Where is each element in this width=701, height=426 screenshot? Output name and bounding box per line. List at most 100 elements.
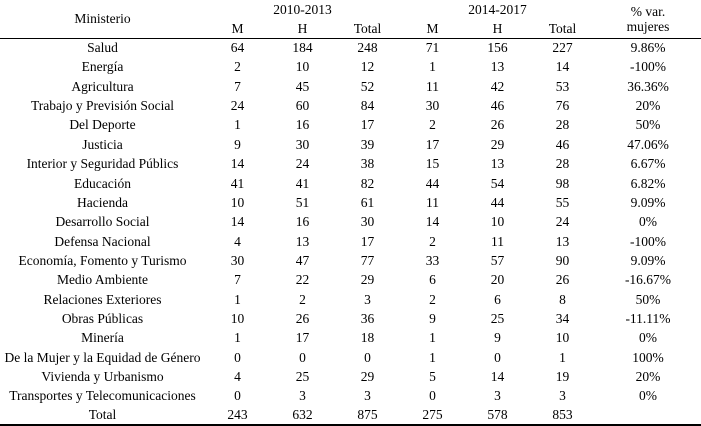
value-cell: 7 — [234, 272, 241, 288]
value-cell: 1 — [559, 349, 566, 365]
value-cell: 41 — [295, 175, 310, 191]
value-cell: 28 — [555, 156, 570, 172]
value-cell — [595, 406, 701, 425]
table-row: Del Deporte 1 16 17 2 26 28 50% — [0, 115, 701, 134]
value-cell: 46 — [555, 136, 570, 152]
header-row-sub: M H Total M H Total — [0, 19, 701, 38]
value-cell: 22 — [295, 272, 310, 288]
value-cell: 64 — [230, 40, 245, 56]
value-cell: 1 — [429, 59, 436, 75]
sub-header-total-2: Total — [548, 20, 577, 36]
value-cell: 2 — [429, 291, 436, 307]
pct-var-label-line1: % var. — [630, 3, 666, 19]
value-cell: 3 — [494, 388, 501, 404]
value-cell: 84 — [360, 98, 375, 114]
value-cell: 4 — [234, 233, 241, 249]
value-cell: 632 — [292, 407, 313, 423]
value-cell: 10 — [230, 310, 245, 326]
value-cell: -16.67% — [624, 272, 672, 288]
value-cell: 98 — [555, 175, 570, 191]
value-cell: 19 — [555, 368, 570, 384]
value-cell: 0 — [299, 349, 306, 365]
value-cell: 20 — [490, 272, 505, 288]
table-row: Total 243 632 875 275 578 853 — [0, 406, 701, 425]
ministry-name-cell: Hacienda — [77, 194, 128, 210]
value-cell: 30 — [360, 214, 375, 230]
col-group-2010-2013: 2010-2013 — [273, 1, 332, 17]
table-header: Ministerio 2010-2013 2014-2017 % var. mu… — [0, 0, 701, 38]
value-cell: 42 — [490, 78, 505, 94]
value-cell: 10 — [230, 194, 245, 210]
value-cell: 1 — [429, 330, 436, 346]
value-cell: 2 — [234, 59, 241, 75]
value-cell: 13 — [295, 233, 310, 249]
value-cell: 3 — [364, 291, 371, 307]
value-cell: 14 — [555, 59, 570, 75]
value-cell: 4 — [234, 368, 241, 384]
value-cell: 875 — [357, 407, 378, 423]
ministry-name-cell: Energía — [81, 59, 124, 75]
value-cell: 25 — [295, 368, 310, 384]
value-cell: 10 — [555, 330, 570, 346]
value-cell: 55 — [555, 194, 570, 210]
value-cell: 156 — [487, 40, 508, 56]
table-row: Educación 41 41 82 44 54 98 6.82% — [0, 173, 701, 192]
value-cell: 6 — [494, 291, 501, 307]
ministry-name-cell: Obras Públicas — [61, 310, 144, 326]
value-cell: 53 — [555, 78, 570, 94]
value-cell: 24 — [555, 214, 570, 230]
value-cell: 1 — [234, 330, 241, 346]
value-cell: 9.09% — [630, 194, 666, 210]
value-cell: 5 — [429, 368, 436, 384]
value-cell: 52 — [360, 78, 375, 94]
value-cell: 14 — [230, 156, 245, 172]
table-row: Defensa Nacional 4 13 17 2 11 13 -100% — [0, 231, 701, 250]
table-row: Trabajo y Previsión Social 24 60 84 30 46 76 20… — [0, 96, 701, 115]
value-cell: 26 — [295, 310, 310, 326]
table-row: Obras Públicas 10 26 36 9 25 34 -11.11% — [0, 309, 701, 328]
table-row: Transportes y Telecomunicaciones 0 3 3 0 3 3 0% — [0, 386, 701, 405]
value-cell: 10 — [490, 214, 505, 230]
ministry-name-cell: Desarrollo Social — [55, 214, 150, 230]
value-cell: 45 — [295, 78, 310, 94]
ministry-name-cell: Trabajo y Previsión Social — [30, 98, 175, 114]
value-cell: 248 — [357, 40, 378, 56]
col-header-ministerio: Ministerio — [74, 11, 131, 27]
value-cell: 578 — [487, 407, 508, 423]
value-cell: 34 — [555, 310, 570, 326]
value-cell: 29 — [490, 136, 505, 152]
value-cell: 60 — [295, 98, 310, 114]
ministry-name-cell: Justicia — [82, 136, 123, 152]
value-cell: 100% — [632, 349, 664, 365]
value-cell: -100% — [630, 233, 666, 249]
value-cell: 0 — [234, 349, 241, 365]
value-cell: 2 — [299, 291, 306, 307]
value-cell: 11 — [426, 194, 439, 210]
value-cell: 17 — [425, 136, 440, 152]
value-cell: 10 — [295, 59, 310, 75]
ministry-name-cell: Vivienda y Urbanismo — [41, 368, 164, 384]
value-cell: 51 — [295, 194, 310, 210]
ministry-name-cell: Medio Ambiente — [56, 272, 149, 288]
value-cell: 853 — [552, 407, 573, 423]
value-cell: 20% — [635, 368, 661, 384]
value-cell: 0 — [234, 388, 241, 404]
value-cell: 61 — [360, 194, 375, 210]
value-cell: 26 — [555, 272, 570, 288]
table-row: Energía 2 10 12 1 13 14 -100% — [0, 57, 701, 76]
value-cell: 3 — [364, 388, 371, 404]
value-cell: 39 — [360, 136, 375, 152]
value-cell: 46 — [490, 98, 505, 114]
value-cell: 15 — [425, 156, 440, 172]
value-cell: 2 — [429, 233, 436, 249]
value-cell: 14 — [230, 214, 245, 230]
value-cell: 0 — [494, 349, 501, 365]
sub-header-total-1: Total — [353, 20, 382, 36]
value-cell: 30 — [425, 98, 440, 114]
value-cell: 18 — [360, 330, 375, 346]
value-cell: 3 — [299, 388, 306, 404]
ministry-name-cell: Economía, Fomento y Turismo — [18, 252, 187, 268]
value-cell: 54 — [490, 175, 505, 191]
